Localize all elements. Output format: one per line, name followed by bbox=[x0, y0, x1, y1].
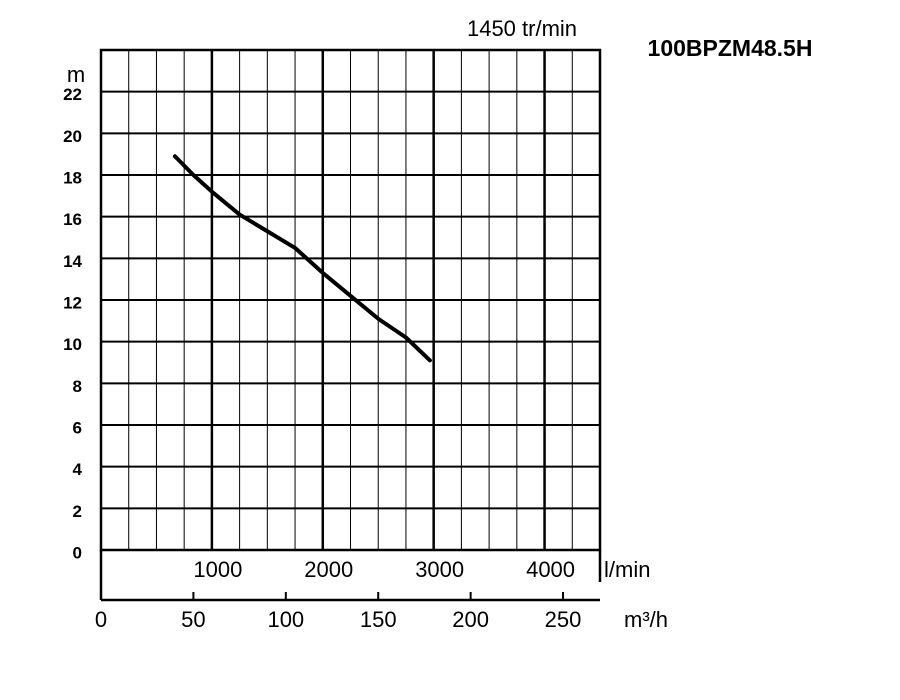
y-axis-label: m bbox=[67, 62, 85, 87]
x-tick-label: 100 bbox=[267, 607, 304, 632]
x2-tick-label: 3000 bbox=[415, 557, 464, 582]
y-tick-label: 0 bbox=[73, 543, 82, 562]
y-tick-label: 8 bbox=[73, 377, 82, 396]
y-tick-label: 20 bbox=[63, 127, 82, 146]
x-tick-label: 150 bbox=[360, 607, 397, 632]
y-tick-label: 18 bbox=[63, 168, 82, 187]
x-tick-label: 200 bbox=[452, 607, 489, 632]
x2-tick-label: 1000 bbox=[193, 557, 242, 582]
x-axis-label: m³/h bbox=[624, 607, 668, 632]
y-tick-label: 12 bbox=[63, 293, 82, 312]
chart-title: 100BPZM48.5H bbox=[648, 35, 813, 61]
chart-subtitle: 1450 tr/min bbox=[467, 16, 577, 41]
x-tick-label: 250 bbox=[545, 607, 582, 632]
y-tick-label: 4 bbox=[73, 460, 83, 479]
y-tick-label: 16 bbox=[63, 210, 82, 229]
curve bbox=[172, 154, 432, 363]
y-tick-label: 6 bbox=[73, 418, 82, 437]
x2-tick-label: 2000 bbox=[304, 557, 353, 582]
x2-axis-label: l/min bbox=[604, 557, 650, 582]
x-tick-label: 50 bbox=[181, 607, 205, 632]
y-tick-label: 10 bbox=[63, 335, 82, 354]
y-tick-label: 22 bbox=[63, 85, 82, 104]
x2-tick-label: 4000 bbox=[526, 557, 575, 582]
x-tick-label: 0 bbox=[95, 607, 107, 632]
plot-frame bbox=[99, 48, 602, 552]
y-tick-label: 14 bbox=[63, 252, 82, 271]
y-tick-label: 2 bbox=[73, 502, 82, 521]
